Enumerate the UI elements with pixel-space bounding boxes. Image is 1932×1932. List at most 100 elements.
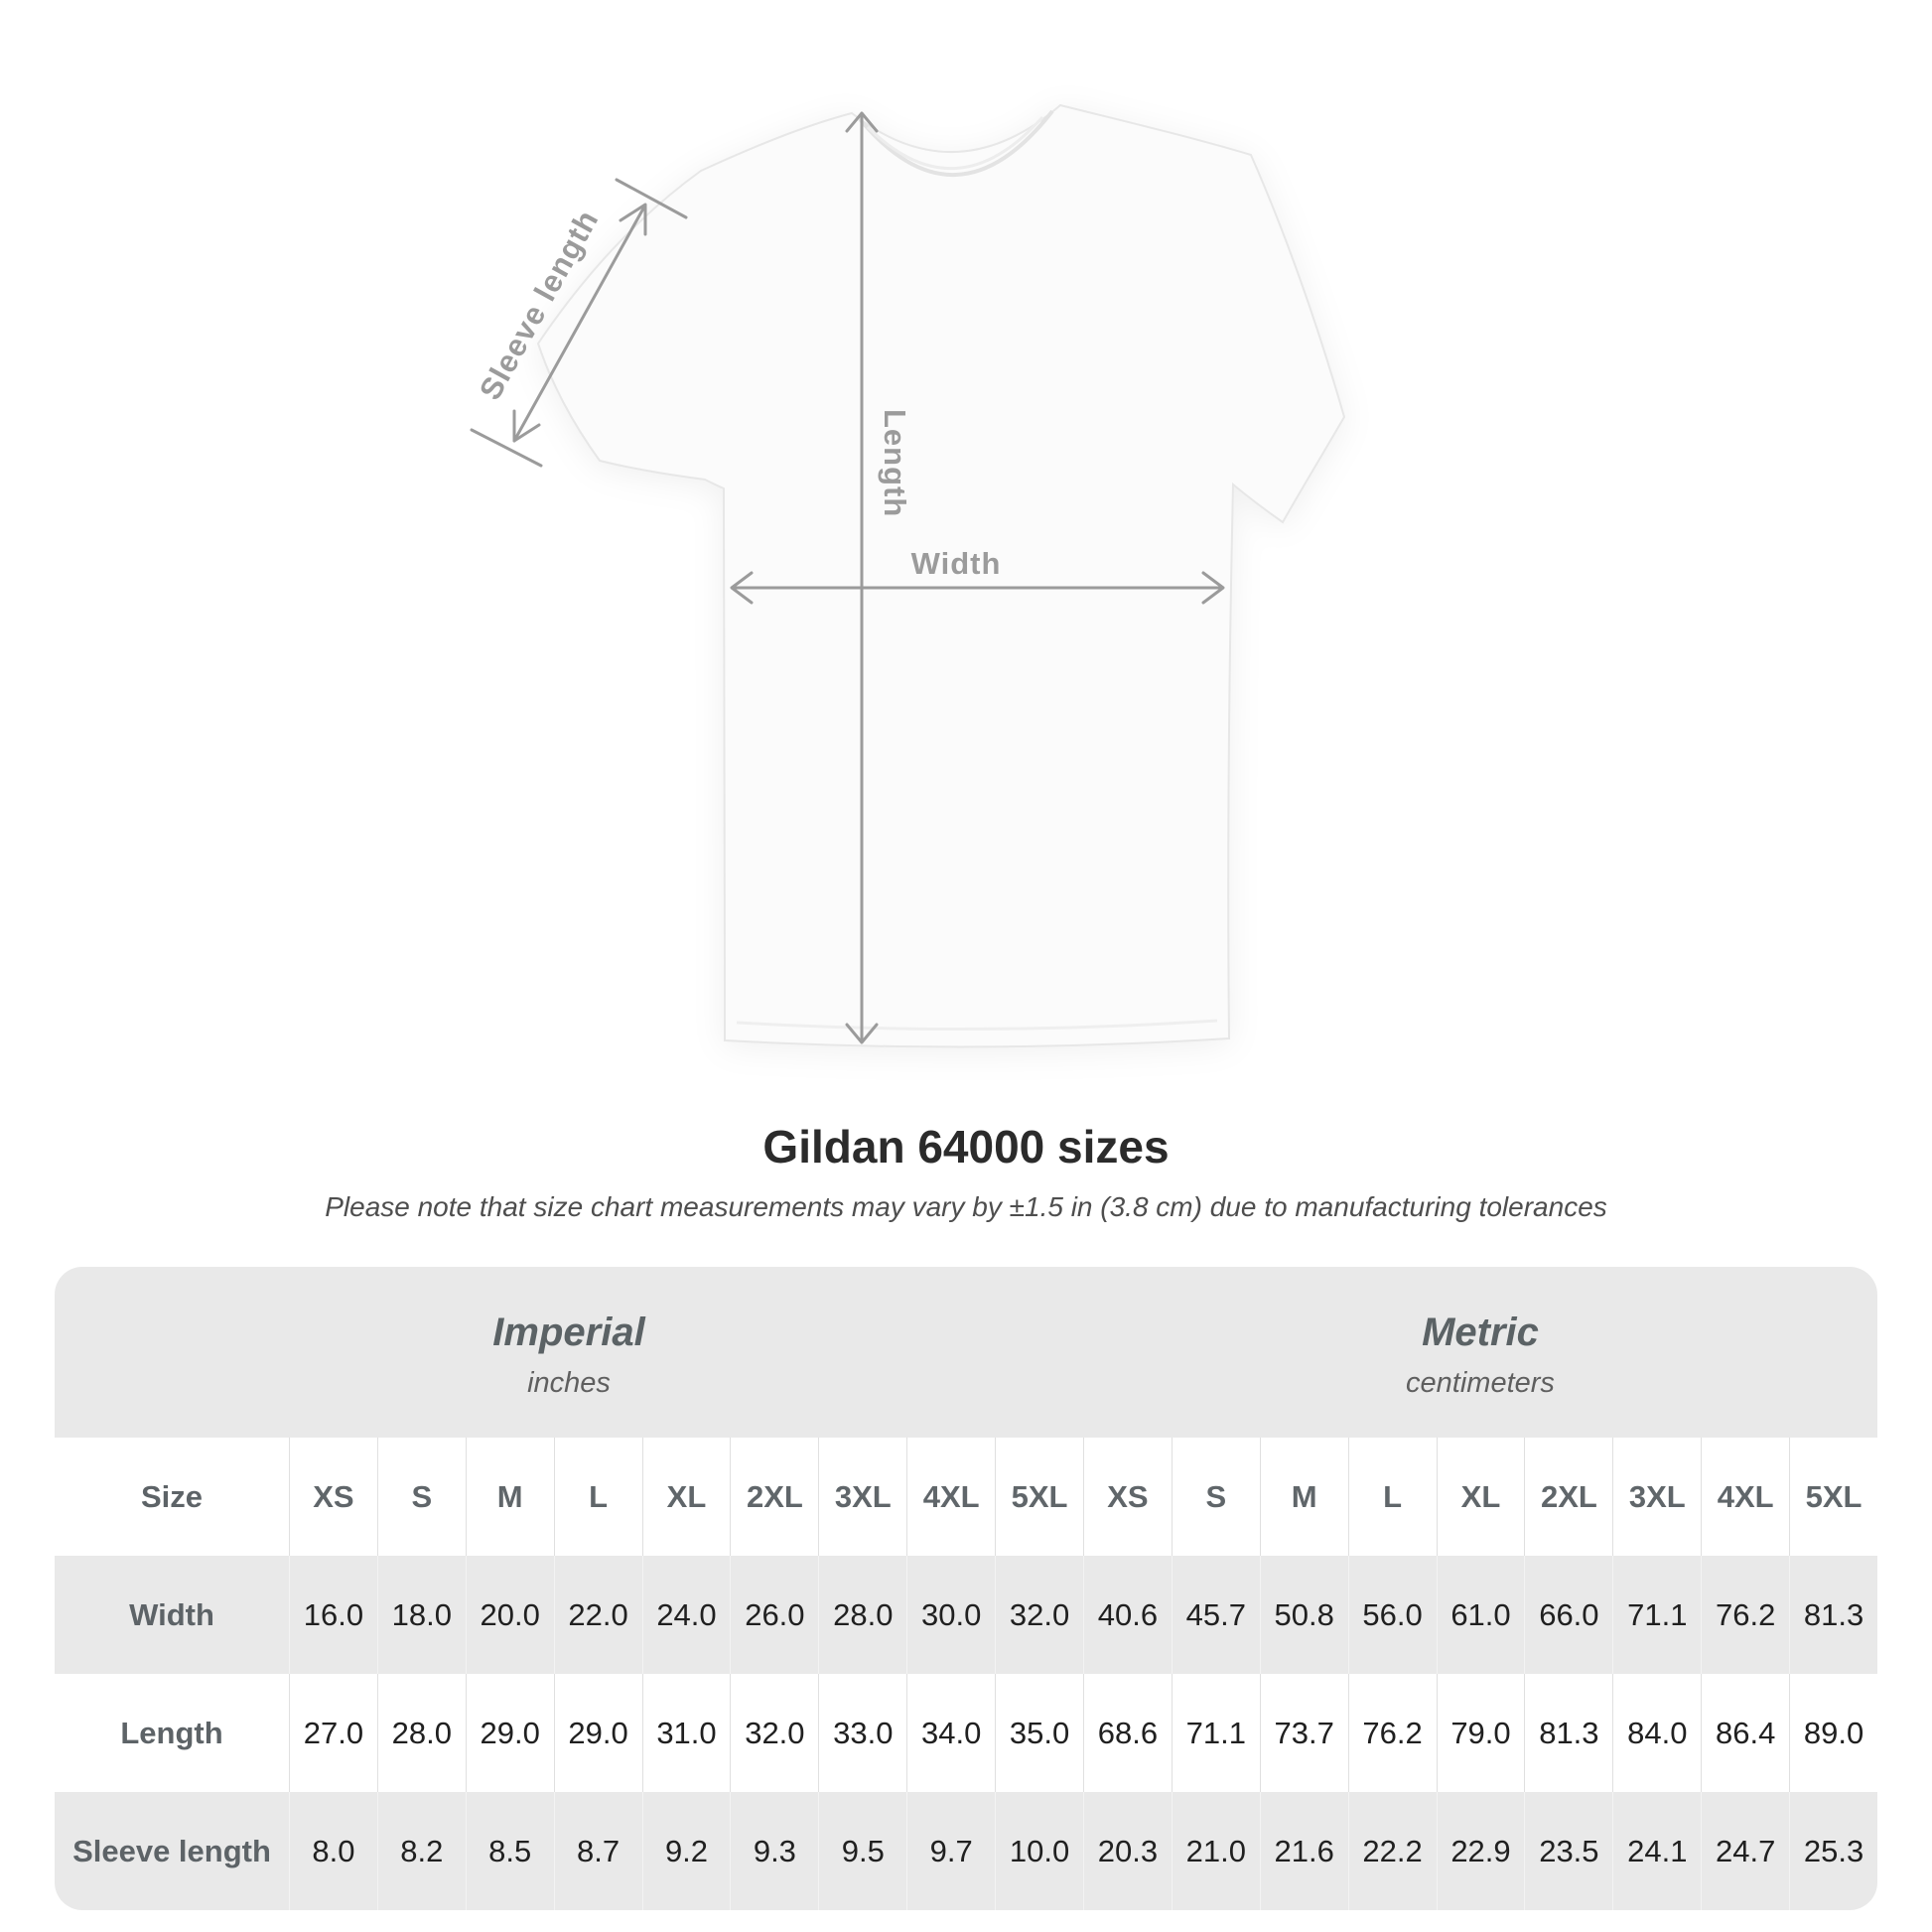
- tshirt-graphic: [536, 103, 1346, 1048]
- length-metric-xs: 68.6: [1082, 1674, 1172, 1792]
- length-imperial-l: 29.0: [553, 1674, 642, 1792]
- size-corner-label: Size: [140, 1478, 204, 1514]
- sleeve-length-imperial-3xl: 9.5: [818, 1792, 906, 1910]
- width-imperial-3xl: 28.0: [818, 1556, 906, 1674]
- row-label-sleeve-length: Sleeve length: [72, 1833, 271, 1868]
- length-metric-s: 71.1: [1171, 1674, 1260, 1792]
- length-arrow: [845, 111, 879, 1044]
- width-metric-4xl: 76.2: [1701, 1556, 1789, 1674]
- width-metric-m: 50.8: [1259, 1556, 1348, 1674]
- length-metric-5xl: 89.0: [1789, 1674, 1877, 1792]
- length-metric-4xl: 86.4: [1701, 1674, 1789, 1792]
- table-row-length: Length 27.0 28.0 29.0 29.0 31.0 32.0 33.0 34.0 35…: [55, 1674, 1877, 1792]
- tshirt-hem-stitch: [736, 1019, 1218, 1032]
- sleeve-length-imperial-m: 8.5: [465, 1792, 554, 1910]
- metric-group-header: Metric centimeters: [1083, 1267, 1877, 1438]
- width-imperial-xs: 16.0: [289, 1556, 377, 1674]
- width-imperial-m: 20.0: [465, 1556, 554, 1674]
- length-imperial-3xl: 33.0: [818, 1674, 906, 1792]
- width-imperial-2xl: 26.0: [730, 1556, 818, 1674]
- width-imperial-4xl: 30.0: [906, 1556, 995, 1674]
- sleeve-length-metric-4xl: 24.7: [1701, 1792, 1789, 1910]
- width-metric-2xl: 66.0: [1524, 1556, 1612, 1674]
- length-metric-3xl: 84.0: [1612, 1674, 1701, 1792]
- width-metric-3xl: 71.1: [1612, 1556, 1701, 1674]
- heading-block: Gildan 64000 sizes Please note that size…: [0, 1120, 1932, 1223]
- sleeve-length-metric-5xl: 25.3: [1789, 1792, 1877, 1910]
- tshirt-measurement-diagram: Length Width Sleeve length: [470, 103, 1346, 1048]
- size-header-imperial-2xl: 2XL: [730, 1438, 818, 1556]
- length-label: Length: [878, 409, 912, 517]
- tshirt-body-shape: [536, 103, 1346, 1048]
- length-imperial-4xl: 34.0: [906, 1674, 995, 1792]
- size-header-imperial-xs: XS: [289, 1438, 377, 1556]
- size-header-imperial-3xl: 3XL: [818, 1438, 906, 1556]
- sleeve-length-arrow: [470, 178, 688, 468]
- imperial-group-header: Imperial inches: [55, 1267, 1083, 1438]
- width-metric-5xl: 81.3: [1789, 1556, 1877, 1674]
- size-header-metric-3xl: 3XL: [1612, 1438, 1701, 1556]
- sleeve-length-imperial-4xl: 9.7: [906, 1792, 995, 1910]
- tolerance-note: Please note that size chart measurements…: [325, 1191, 1607, 1222]
- width-arrow: [730, 571, 1225, 605]
- size-header-imperial-l: L: [553, 1438, 642, 1556]
- unit-group-band: Imperial inches Metric centimeters: [55, 1267, 1877, 1438]
- size-header-imperial-xl: XL: [641, 1438, 731, 1556]
- width-imperial-l: 22.0: [553, 1556, 642, 1674]
- metric-group-name: Metric: [1422, 1311, 1539, 1354]
- sleeve-length-imperial-l: 8.7: [553, 1792, 642, 1910]
- size-header-metric-l: L: [1347, 1438, 1437, 1556]
- sleeve-length-metric-xs: 20.3: [1082, 1792, 1172, 1910]
- row-label-length: Length: [120, 1715, 223, 1750]
- table-row-sleeve-length: Sleeve length 8.0 8.2 8.5 8.7 9.2 9.3 9.5 9.7 10.…: [55, 1792, 1877, 1910]
- length-metric-l: 76.2: [1347, 1674, 1437, 1792]
- tshirt-collar-seam: [858, 109, 1054, 178]
- length-metric-m: 73.7: [1259, 1674, 1348, 1792]
- table-row-width: Width 16.0 18.0 20.0 22.0 24.0 26.0 28.0 30.0 32.…: [55, 1556, 1877, 1674]
- length-imperial-s: 28.0: [376, 1674, 466, 1792]
- imperial-group-name: Imperial: [492, 1311, 645, 1354]
- tshirt-collar-stitch: [866, 116, 1044, 170]
- size-table-card: Imperial inches Metric centimeters Size …: [55, 1267, 1877, 1910]
- sleeve-length-metric-xl: 22.9: [1436, 1792, 1525, 1910]
- size-header-imperial-s: S: [376, 1438, 466, 1556]
- imperial-group-unit: inches: [527, 1367, 611, 1399]
- length-metric-2xl: 81.3: [1524, 1674, 1612, 1792]
- size-header-imperial-m: M: [465, 1438, 554, 1556]
- length-imperial-xs: 27.0: [289, 1674, 377, 1792]
- page-title: Gildan 64000 sizes: [762, 1121, 1170, 1173]
- sleeve-length-metric-m: 21.6: [1259, 1792, 1348, 1910]
- width-imperial-xl: 24.0: [641, 1556, 731, 1674]
- length-imperial-xl: 31.0: [641, 1674, 731, 1792]
- width-imperial-5xl: 32.0: [995, 1556, 1083, 1674]
- size-header-metric-xl: XL: [1436, 1438, 1525, 1556]
- width-metric-s: 45.7: [1171, 1556, 1260, 1674]
- width-metric-l: 56.0: [1347, 1556, 1437, 1674]
- length-imperial-m: 29.0: [465, 1674, 554, 1792]
- sleeve-length-imperial-xl: 9.2: [641, 1792, 731, 1910]
- length-imperial-2xl: 32.0: [730, 1674, 818, 1792]
- metric-group-unit: centimeters: [1406, 1367, 1555, 1399]
- length-metric-xl: 79.0: [1436, 1674, 1525, 1792]
- sleeve-length-imperial-2xl: 9.3: [730, 1792, 818, 1910]
- sleeve-length-metric-2xl: 23.5: [1524, 1792, 1612, 1910]
- size-header-imperial-4xl: 4XL: [906, 1438, 995, 1556]
- width-metric-xs: 40.6: [1082, 1556, 1172, 1674]
- sleeve-length-imperial-xs: 8.0: [289, 1792, 377, 1910]
- size-header-metric-xs: XS: [1082, 1438, 1172, 1556]
- sleeve-length-imperial-s: 8.2: [376, 1792, 466, 1910]
- size-header-imperial-5xl: 5XL: [995, 1438, 1083, 1556]
- size-header-row: Size XS S M L XL 2XL 3XL 4XL 5XL XS S M L XL 2XL 3XL 4XL…: [55, 1438, 1877, 1556]
- sleeve-length-imperial-5xl: 10.0: [995, 1792, 1083, 1910]
- sleeve-length-metric-3xl: 24.1: [1612, 1792, 1701, 1910]
- size-header-metric-m: M: [1259, 1438, 1348, 1556]
- size-header-metric-4xl: 4XL: [1701, 1438, 1789, 1556]
- size-header-metric-s: S: [1171, 1438, 1260, 1556]
- width-metric-xl: 61.0: [1436, 1556, 1525, 1674]
- width-label: Width: [911, 546, 1002, 581]
- sleeve-length-metric-l: 22.2: [1347, 1792, 1437, 1910]
- width-imperial-s: 18.0: [376, 1556, 466, 1674]
- size-header-metric-5xl: 5XL: [1789, 1438, 1877, 1556]
- size-header-metric-2xl: 2XL: [1524, 1438, 1612, 1556]
